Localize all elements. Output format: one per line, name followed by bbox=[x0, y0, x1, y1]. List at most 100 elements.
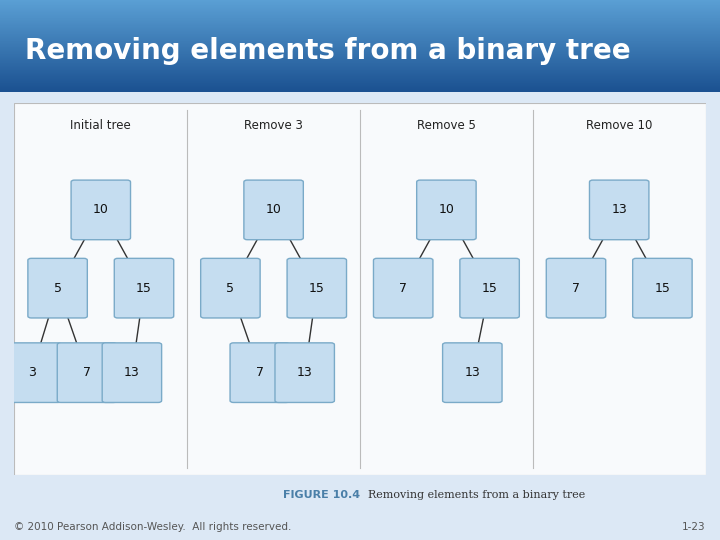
Text: 5: 5 bbox=[226, 282, 235, 295]
Bar bbox=[0, 48, 720, 49]
Text: Remove 3: Remove 3 bbox=[244, 119, 303, 132]
Text: 13: 13 bbox=[464, 366, 480, 379]
Bar bbox=[0, 85, 720, 86]
Bar bbox=[0, 60, 720, 61]
Bar bbox=[0, 64, 720, 65]
Bar bbox=[0, 53, 720, 55]
Bar bbox=[0, 25, 720, 26]
Text: 5: 5 bbox=[53, 282, 62, 295]
FancyBboxPatch shape bbox=[71, 180, 130, 240]
Text: 10: 10 bbox=[438, 204, 454, 217]
Bar bbox=[0, 22, 720, 23]
Bar bbox=[0, 42, 720, 43]
Bar bbox=[0, 81, 720, 82]
Bar bbox=[0, 21, 720, 22]
Bar bbox=[0, 28, 720, 29]
Bar bbox=[0, 76, 720, 77]
Bar bbox=[0, 31, 720, 32]
Bar bbox=[0, 79, 720, 80]
FancyBboxPatch shape bbox=[244, 180, 303, 240]
Text: © 2010 Pearson Addison-Wesley.  All rights reserved.: © 2010 Pearson Addison-Wesley. All right… bbox=[14, 522, 292, 531]
Bar bbox=[0, 88, 720, 89]
Bar bbox=[0, 73, 720, 74]
FancyBboxPatch shape bbox=[201, 258, 260, 318]
Text: 10: 10 bbox=[266, 204, 282, 217]
Bar bbox=[0, 5, 720, 6]
Bar bbox=[0, 86, 720, 87]
Bar bbox=[0, 39, 720, 40]
Bar bbox=[0, 45, 720, 46]
Bar bbox=[0, 57, 720, 58]
Bar bbox=[0, 83, 720, 84]
Text: 15: 15 bbox=[309, 282, 325, 295]
Bar bbox=[0, 77, 720, 78]
Bar bbox=[0, 3, 720, 4]
FancyBboxPatch shape bbox=[275, 343, 334, 402]
Text: Remove 10: Remove 10 bbox=[586, 119, 652, 132]
Text: 7: 7 bbox=[572, 282, 580, 295]
Bar bbox=[0, 20, 720, 21]
Text: 13: 13 bbox=[124, 366, 140, 379]
Bar bbox=[0, 24, 720, 25]
Bar bbox=[0, 63, 720, 64]
Bar bbox=[0, 49, 720, 50]
Bar bbox=[0, 75, 720, 76]
FancyBboxPatch shape bbox=[633, 258, 692, 318]
Bar bbox=[0, 33, 720, 35]
Text: 13: 13 bbox=[611, 204, 627, 217]
Bar bbox=[0, 51, 720, 52]
FancyBboxPatch shape bbox=[102, 343, 161, 402]
Bar bbox=[0, 74, 720, 75]
FancyBboxPatch shape bbox=[590, 180, 649, 240]
FancyBboxPatch shape bbox=[28, 258, 87, 318]
Bar bbox=[0, 29, 720, 30]
Bar bbox=[0, 1, 720, 2]
Bar bbox=[0, 61, 720, 62]
Bar bbox=[0, 4, 720, 5]
Text: 15: 15 bbox=[654, 282, 670, 295]
Bar bbox=[0, 32, 720, 33]
Bar bbox=[0, 13, 720, 14]
FancyBboxPatch shape bbox=[14, 103, 706, 475]
Bar bbox=[0, 80, 720, 81]
Bar bbox=[0, 17, 720, 18]
Text: 13: 13 bbox=[297, 366, 312, 379]
Bar bbox=[0, 71, 720, 72]
Text: FIGURE 10.4: FIGURE 10.4 bbox=[283, 490, 360, 500]
Bar bbox=[0, 89, 720, 90]
FancyBboxPatch shape bbox=[2, 343, 61, 402]
Bar bbox=[0, 72, 720, 73]
Bar bbox=[0, 26, 720, 27]
FancyBboxPatch shape bbox=[287, 258, 346, 318]
Bar bbox=[0, 6, 720, 7]
Text: 15: 15 bbox=[136, 282, 152, 295]
Bar bbox=[0, 65, 720, 66]
Bar bbox=[0, 62, 720, 63]
Bar bbox=[0, 43, 720, 44]
Bar bbox=[0, 78, 720, 79]
Bar bbox=[0, 66, 720, 68]
Text: Removing elements from a binary tree: Removing elements from a binary tree bbox=[25, 37, 631, 65]
Bar bbox=[0, 38, 720, 39]
Bar bbox=[0, 44, 720, 45]
Text: 10: 10 bbox=[93, 204, 109, 217]
FancyBboxPatch shape bbox=[417, 180, 476, 240]
Bar bbox=[0, 14, 720, 15]
Bar bbox=[0, 36, 720, 37]
FancyBboxPatch shape bbox=[546, 258, 606, 318]
Bar bbox=[0, 7, 720, 8]
Bar bbox=[0, 2, 720, 3]
Bar bbox=[0, 58, 720, 59]
Bar bbox=[0, 56, 720, 57]
Bar bbox=[0, 70, 720, 71]
Bar bbox=[0, 40, 720, 42]
Bar bbox=[0, 37, 720, 38]
Bar bbox=[0, 10, 720, 11]
Bar bbox=[0, 68, 720, 69]
Bar bbox=[0, 12, 720, 13]
Bar bbox=[0, 30, 720, 31]
FancyBboxPatch shape bbox=[58, 343, 117, 402]
Text: Removing elements from a binary tree: Removing elements from a binary tree bbox=[361, 490, 585, 500]
FancyBboxPatch shape bbox=[460, 258, 519, 318]
Bar bbox=[0, 82, 720, 83]
